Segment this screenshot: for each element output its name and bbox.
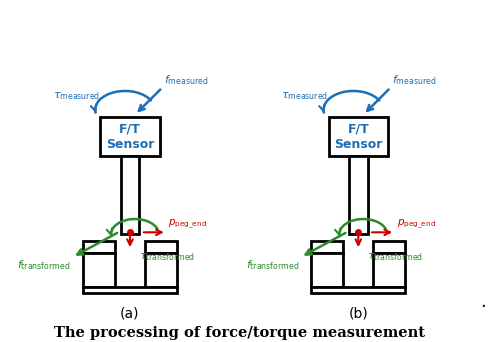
Bar: [311, 253, 344, 287]
Bar: [311, 241, 344, 253]
Text: Sensor: Sensor: [106, 138, 154, 151]
Text: $f_{\mathrm{measured}}$: $f_{\mathrm{measured}}$: [164, 73, 208, 87]
Bar: [349, 156, 368, 234]
Text: $\tau_{\mathrm{measured}}$: $\tau_{\mathrm{measured}}$: [281, 90, 329, 102]
Text: (b): (b): [349, 306, 368, 320]
Text: F/T: F/T: [348, 122, 369, 135]
Text: Sensor: Sensor: [334, 138, 382, 151]
Bar: [373, 241, 405, 253]
Text: $\tau_{\mathrm{measured}}$: $\tau_{\mathrm{measured}}$: [53, 90, 100, 102]
Bar: [121, 156, 139, 234]
Text: F/T: F/T: [119, 122, 141, 135]
Bar: [83, 253, 115, 287]
Bar: [329, 117, 388, 156]
Bar: [100, 117, 160, 156]
Bar: [311, 287, 405, 293]
Text: The processing of force/torque measurement: The processing of force/torque measureme…: [54, 326, 425, 340]
Text: $\tau_{\mathrm{transformed}}$: $\tau_{\mathrm{transformed}}$: [367, 251, 423, 263]
Bar: [83, 241, 115, 253]
Text: .: .: [480, 293, 486, 311]
Bar: [373, 253, 405, 287]
Bar: [83, 287, 177, 293]
Text: (a): (a): [120, 306, 140, 320]
Text: $\tau_{\mathrm{transformed}}$: $\tau_{\mathrm{transformed}}$: [139, 251, 195, 263]
Text: $f_{\mathrm{measured}}$: $f_{\mathrm{measured}}$: [392, 73, 436, 87]
Text: $p_{\mathrm{peg\_end}}$: $p_{\mathrm{peg\_end}}$: [168, 218, 207, 231]
Bar: [145, 241, 177, 253]
Text: $f_{\mathrm{transformed}}$: $f_{\mathrm{transformed}}$: [17, 258, 70, 272]
Text: $p_{\mathrm{peg\_end}}$: $p_{\mathrm{peg\_end}}$: [396, 218, 435, 231]
Text: $f_{\mathrm{transformed}}$: $f_{\mathrm{transformed}}$: [246, 258, 299, 272]
Bar: [145, 253, 177, 287]
